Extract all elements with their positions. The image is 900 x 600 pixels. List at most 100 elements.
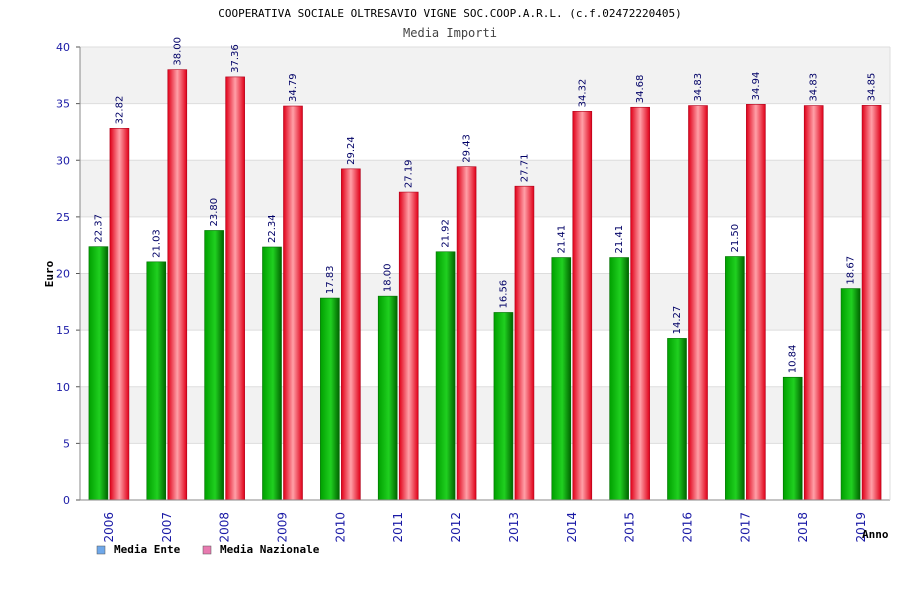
data-label: 21.41 [556,225,567,254]
x-tick-label: 2006 [102,512,116,543]
y-tick-label: 30 [56,154,70,167]
y-tick-label: 5 [63,437,70,450]
chart-title: COOPERATIVA SOCIALE OLTRESAVIO VIGNE SOC… [218,7,682,20]
x-axis-label: Anno [862,528,889,541]
bar-media-nazionale [572,111,593,501]
x-tick-label: 2009 [276,512,290,543]
legend-swatch-media-nazionale [202,545,212,555]
bar-media-nazionale [109,128,130,501]
data-label: 37.36 [230,44,241,73]
data-label: 17.83 [325,265,336,294]
bar-media-ente [320,297,340,501]
data-label: 10.84 [788,345,799,374]
bar-media-ente [204,230,224,501]
x-tick-label: 2018 [796,512,810,543]
data-label: 23.80 [209,198,220,227]
plot-band [80,330,890,387]
bar-media-nazionale [456,166,477,501]
plot-band [80,47,890,104]
bar-media-nazionale [688,105,708,501]
legend-label-media-ente: Media Ente [114,543,181,556]
y-tick-label: 40 [56,41,70,54]
data-label: 34.32 [577,79,588,108]
y-axis-label: Euro [43,260,56,287]
bar-media-nazionale [630,106,650,501]
bar-media-nazionale [283,105,303,501]
data-label: 34.94 [751,72,762,101]
data-label: 22.37 [93,214,104,243]
data-label: 38.00 [172,37,183,66]
legend-label-media-nazionale: Media Nazionale [220,543,320,556]
bar-media-nazionale [341,168,361,501]
x-tick-label: 2008 [218,512,232,543]
y-tick-label: 20 [56,268,70,281]
bars [88,69,882,501]
data-label: 18.67 [846,256,857,285]
bar-media-ente [725,256,745,501]
y-tick-label: 10 [56,381,70,394]
legend-swatch-media-ente [96,545,106,555]
bar-media-ente [262,246,282,501]
bar-media-nazionale [746,104,766,501]
bar-media-ente [667,338,687,501]
bar-media-ente [782,376,803,501]
bar-media-ente [609,257,629,501]
bar-media-ente [88,246,109,501]
data-label: 18.00 [383,264,394,293]
x-tick-label: 2007 [160,512,174,543]
data-label: 21.41 [614,225,625,254]
plot-band [80,386,890,444]
y-tick-label: 15 [56,324,70,337]
bar-media-nazionale [167,69,188,501]
data-label: 22.34 [267,214,278,243]
x-tick-label: 2019 [854,512,868,543]
x-tick-label: 2016 [681,512,695,543]
bar-media-ente [840,288,861,501]
data-label: 34.83 [693,73,704,102]
data-label: 21.92 [441,219,452,248]
data-label: 14.27 [672,306,683,335]
x-tick-label: 2010 [333,512,347,543]
bar-media-nazionale [514,185,535,501]
x-axis-ticks: 2006 2007 2008 2009 2010 2011 2012 2013 2014 2015… [102,512,868,543]
bar-media-ente [377,295,398,501]
data-label: 21.50 [730,224,741,253]
x-tick-label: 2014 [565,512,579,543]
bar-media-nazionale [803,105,824,501]
bar-media-ente [493,312,514,501]
axes [79,47,891,501]
y-tick-label: 0 [63,494,70,507]
y-axis-ticks: 0 5 10 15 20 25 30 35 40 [56,41,80,507]
bar-media-ente [435,251,456,501]
data-label: 32.82 [114,96,125,125]
data-label: 34.83 [809,73,820,102]
data-labels: 22.37 32.82 21.03 38.00 23.80 37.36 22.34 34.79… [93,37,877,373]
data-label: 21.03 [151,229,162,258]
legend: Media Ente Media Nazionale [96,543,320,556]
data-label: 34.68 [635,75,646,104]
bar-media-nazionale [861,105,882,501]
x-tick-label: 2013 [507,512,521,543]
bar-media-nazionale [398,191,419,501]
data-label: 29.24 [346,136,357,165]
bar-media-ente [146,261,167,501]
bar-media-nazionale [225,76,245,501]
x-tick-label: 2011 [391,512,405,543]
data-label: 34.85 [867,73,878,102]
x-tick-label: 2015 [623,512,637,543]
y-tick-label: 35 [56,98,70,111]
data-label: 27.71 [519,154,530,183]
data-label: 16.56 [498,280,509,309]
plot-band [80,273,890,331]
plot-band [80,160,890,217]
plot-band [80,443,890,500]
y-tick-label: 25 [56,211,70,224]
data-label: 34.79 [288,73,299,102]
data-label: 27.19 [404,159,415,188]
bar-media-ente [551,257,572,501]
chart-subtitle: Media Importi [403,26,497,40]
x-tick-label: 2012 [449,512,463,543]
data-label: 29.43 [462,134,473,163]
plot-band [80,103,890,161]
